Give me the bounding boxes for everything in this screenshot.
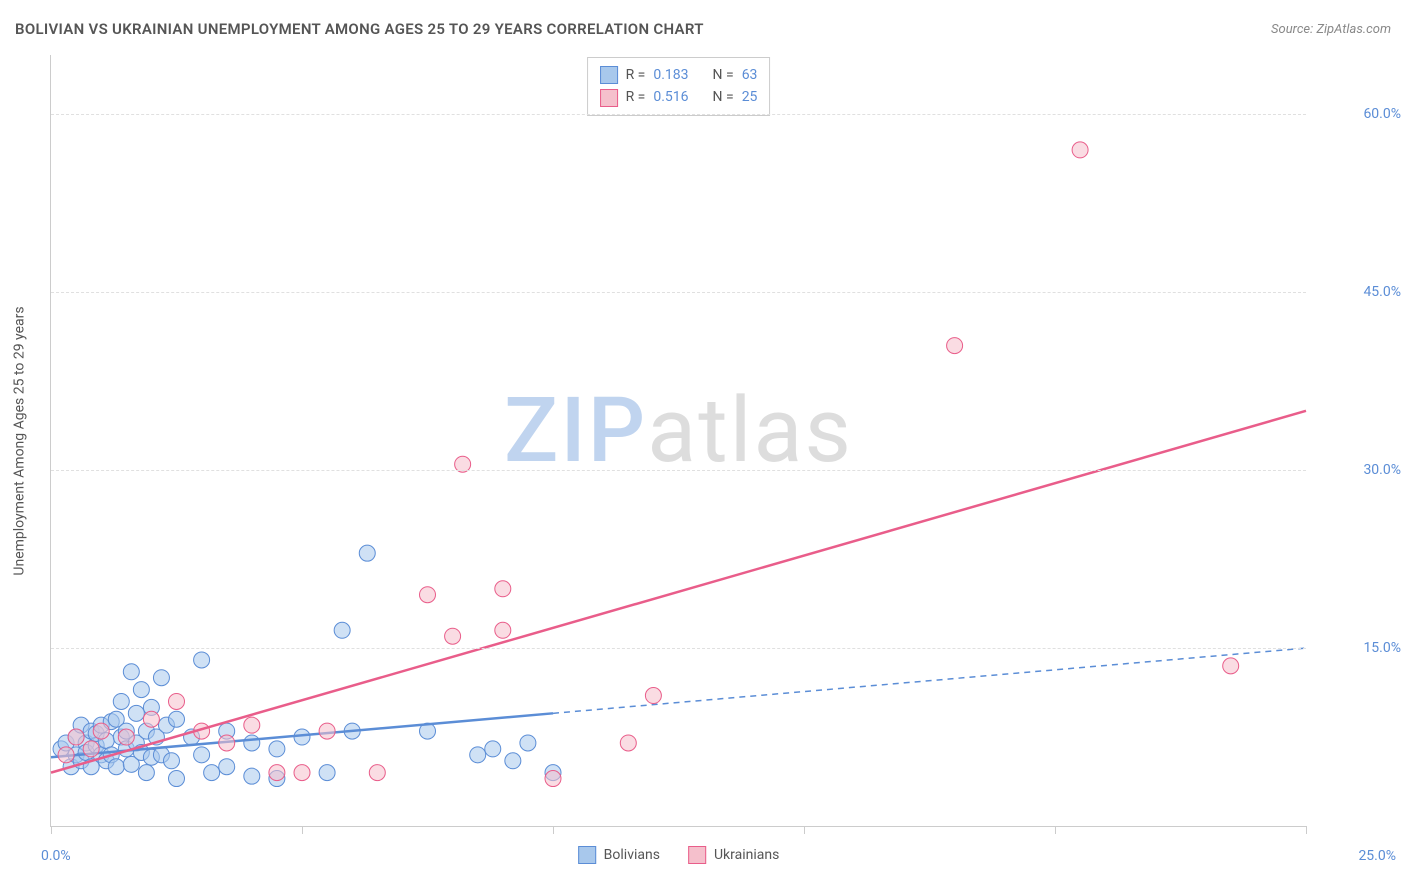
- x-tick: [1055, 826, 1056, 834]
- data-point: [204, 765, 220, 781]
- data-point: [520, 735, 536, 751]
- x-tick: [804, 826, 805, 834]
- x-tick: [302, 826, 303, 834]
- gridline-h: [51, 648, 1306, 649]
- y-axis-label: Unemployment Among Ages 25 to 29 years: [12, 306, 28, 575]
- y-tick-label: 45.0%: [1363, 284, 1401, 300]
- data-point: [108, 759, 124, 775]
- data-point: [194, 652, 210, 668]
- data-point: [495, 622, 511, 638]
- data-point: [269, 765, 285, 781]
- data-point: [369, 765, 385, 781]
- x-tick: [1306, 826, 1307, 834]
- legend-stats: R = 0.183 N = 63 R = 0.516 N = 25: [587, 57, 771, 116]
- data-point: [163, 753, 179, 769]
- data-point: [128, 705, 144, 721]
- data-point: [359, 545, 375, 561]
- data-point: [947, 338, 963, 354]
- legend-r-value-0: 0.183: [653, 64, 688, 86]
- data-point: [58, 747, 74, 763]
- legend-n-value-1: 25: [742, 86, 758, 108]
- data-point: [83, 741, 99, 757]
- data-point: [219, 735, 235, 751]
- data-point: [133, 682, 149, 698]
- data-point: [495, 581, 511, 597]
- data-point: [319, 723, 335, 739]
- legend-n-label-1: N =: [713, 86, 734, 108]
- gridline-h: [51, 292, 1306, 293]
- chart-title: BOLIVIAN VS UKRAINIAN UNEMPLOYMENT AMONG…: [15, 20, 704, 38]
- data-point: [118, 729, 134, 745]
- legend-r-label-1: R =: [626, 86, 646, 108]
- data-point: [620, 735, 636, 751]
- data-point: [294, 765, 310, 781]
- trend-line: [51, 411, 1306, 773]
- data-point: [319, 765, 335, 781]
- gridline-h: [51, 470, 1306, 471]
- data-point: [420, 587, 436, 603]
- data-point: [1223, 658, 1239, 674]
- data-point: [138, 765, 154, 781]
- title-bar: BOLIVIAN VS UKRAINIAN UNEMPLOYMENT AMONG…: [15, 20, 1391, 38]
- y-tick-label: 60.0%: [1363, 106, 1401, 122]
- data-point: [153, 670, 169, 686]
- x-tick-label-origin: 0.0%: [41, 848, 71, 864]
- data-point: [113, 693, 129, 709]
- x-tick-label-max: 25.0%: [1358, 848, 1396, 864]
- data-point: [169, 711, 185, 727]
- legend-series-item-0: Bolivians: [578, 846, 660, 864]
- legend-n-label-0: N =: [713, 64, 734, 86]
- data-point: [294, 729, 310, 745]
- data-point: [244, 735, 260, 751]
- data-point: [93, 723, 109, 739]
- data-point: [269, 741, 285, 757]
- trend-line-extrapolated: [553, 648, 1306, 713]
- data-point: [194, 747, 210, 763]
- data-point: [143, 711, 159, 727]
- legend-n-value-0: 63: [742, 64, 758, 86]
- x-tick: [51, 826, 52, 834]
- y-tick-label: 30.0%: [1363, 462, 1401, 478]
- data-point: [545, 771, 561, 787]
- legend-series-label-0: Bolivians: [604, 847, 660, 863]
- data-point: [169, 771, 185, 787]
- legend-series: Bolivians Ukrainians: [578, 846, 780, 864]
- data-point: [244, 717, 260, 733]
- y-axis-label-container: Unemployment Among Ages 25 to 29 years: [0, 55, 40, 827]
- gridline-h: [51, 114, 1306, 115]
- data-point: [470, 747, 486, 763]
- legend-series-label-1: Ukrainians: [714, 847, 779, 863]
- source-citation: Source: ZipAtlas.com: [1271, 22, 1391, 37]
- source-name: ZipAtlas.com: [1316, 22, 1391, 37]
- data-point: [505, 753, 521, 769]
- legend-swatch-b1: [688, 846, 706, 864]
- data-point: [219, 759, 235, 775]
- y-tick-label: 15.0%: [1363, 640, 1401, 656]
- legend-stats-row-0: R = 0.183 N = 63: [600, 64, 758, 86]
- legend-r-label-0: R =: [626, 64, 646, 86]
- data-point: [1072, 142, 1088, 158]
- data-point: [445, 628, 461, 644]
- data-point: [645, 688, 661, 704]
- x-tick: [553, 826, 554, 834]
- plot-area: ZIPatlas R = 0.183 N = 63 R = 0.516 N = …: [50, 55, 1306, 827]
- legend-swatch-b0: [578, 846, 596, 864]
- data-point: [169, 693, 185, 709]
- legend-r-value-1: 0.516: [653, 86, 688, 108]
- data-point: [68, 729, 84, 745]
- legend-swatch-1: [600, 89, 618, 107]
- data-point: [485, 741, 501, 757]
- legend-stats-row-1: R = 0.516 N = 25: [600, 86, 758, 108]
- legend-series-item-1: Ukrainians: [688, 846, 779, 864]
- legend-swatch-0: [600, 66, 618, 84]
- data-point: [123, 664, 139, 680]
- data-point: [244, 768, 260, 784]
- data-point: [334, 622, 350, 638]
- chart-svg: [51, 55, 1306, 826]
- source-label: Source:: [1271, 22, 1316, 37]
